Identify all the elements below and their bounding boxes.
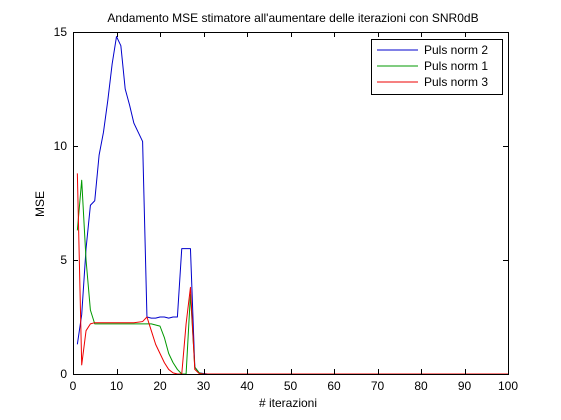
- y-tick-label: 5: [60, 253, 67, 267]
- x-tick-label: 20: [153, 379, 167, 393]
- x-tick-label: 80: [414, 379, 428, 393]
- x-tick-label: 40: [240, 379, 254, 393]
- x-tick-label: 0: [70, 379, 77, 393]
- x-tick-label: 60: [327, 379, 341, 393]
- legend-box: [371, 39, 503, 95]
- x-tick-label: 10: [110, 379, 124, 393]
- x-tick-label: 100: [498, 379, 518, 393]
- ticks-layer: 0 10 20 30 40 50 60 70 80 90 100 0 5 10 15: [54, 25, 519, 393]
- legend-label-2: Puls norm 1: [424, 59, 488, 73]
- y-tick-label: 10: [54, 139, 68, 153]
- x-tick-label: 90: [458, 379, 472, 393]
- legend-label-1: Puls norm 2: [424, 43, 488, 57]
- y-tick-label: 0: [60, 367, 67, 381]
- y-axis-label: MSE: [33, 191, 47, 217]
- x-tick-label: 70: [371, 379, 385, 393]
- legend: Puls norm 2 Puls norm 1 Puls norm 3: [371, 39, 503, 95]
- x-tick-label: 50: [284, 379, 298, 393]
- x-tick-label: 30: [197, 379, 211, 393]
- chart-title: Andamento MSE stimatore all'aumentare de…: [107, 11, 478, 25]
- legend-label-3: Puls norm 3: [424, 75, 488, 89]
- y-tick-label: 15: [54, 25, 68, 39]
- x-axis-label: # iterazioni: [259, 396, 317, 410]
